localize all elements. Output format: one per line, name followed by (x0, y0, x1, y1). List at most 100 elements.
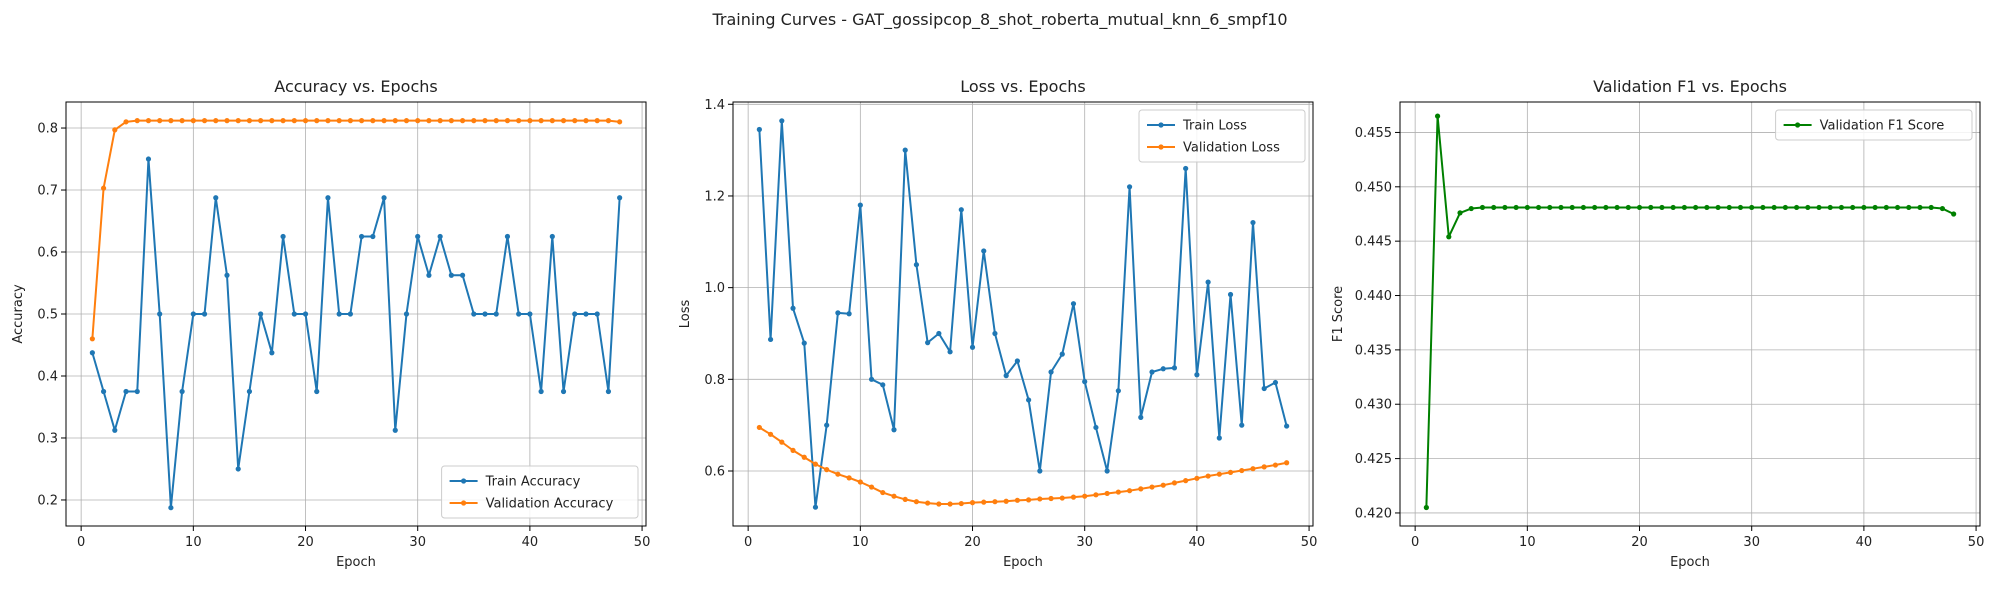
data-point (913, 499, 920, 505)
data-point (392, 427, 398, 433)
data-point (258, 118, 264, 124)
data-point (1648, 204, 1654, 211)
y-tick-label: 0.6 (704, 464, 725, 479)
chart-title: Accuracy vs. Epochs (274, 77, 437, 96)
data-point (1693, 204, 1699, 211)
data-point (280, 233, 286, 240)
x-tick-label: 20 (964, 535, 981, 550)
data-point (1048, 369, 1054, 375)
data-point (134, 388, 140, 395)
data-point (1760, 204, 1766, 211)
data-point (1894, 204, 1901, 211)
data-point (1250, 219, 1256, 226)
data-point (767, 336, 774, 343)
data-point (1227, 291, 1234, 298)
plot-frame (1399, 101, 1981, 527)
data-point (1048, 495, 1054, 502)
data-point (981, 248, 987, 254)
data-point (560, 118, 567, 124)
data-point (913, 262, 920, 268)
data-point (1614, 204, 1620, 211)
data-point (302, 118, 309, 124)
data-point (1014, 497, 1020, 503)
data-point (1883, 204, 1889, 211)
data-point (1205, 473, 1211, 479)
data-point (1749, 204, 1755, 211)
data-point (291, 118, 297, 124)
data-point (1261, 464, 1267, 470)
data-point (1284, 423, 1290, 429)
data-point (1928, 204, 1934, 211)
data-point (1250, 466, 1256, 472)
x-tick-label: 40 (1856, 535, 1873, 550)
data-point (835, 310, 841, 316)
data-point (812, 504, 819, 510)
data-point (992, 499, 998, 505)
data-point (1070, 494, 1077, 500)
data-point (1547, 204, 1553, 211)
x-tick-label: 0 (744, 535, 752, 550)
data-point (201, 311, 208, 317)
data-point (1704, 204, 1710, 211)
data-point (1838, 204, 1845, 211)
data-point (925, 500, 931, 506)
data-point (1171, 365, 1178, 371)
data-point (1126, 184, 1133, 190)
data-point (594, 311, 600, 317)
data-point (1003, 373, 1009, 379)
data-point (1951, 211, 1957, 217)
data-point (190, 311, 196, 317)
x-tick-label: 30 (1743, 535, 1760, 550)
data-point (224, 118, 230, 124)
data-point (426, 272, 432, 278)
data-point (756, 126, 762, 133)
legend-label: Validation Loss (1183, 141, 1280, 156)
data-point (123, 119, 129, 125)
data-point (947, 501, 953, 507)
data-point (1194, 475, 1200, 481)
data-point (448, 118, 454, 124)
data-point (1126, 488, 1133, 494)
series-line-1 (91, 158, 621, 509)
data-point (403, 118, 410, 124)
data-point (572, 311, 578, 317)
x-tick-label: 10 (1519, 535, 1536, 550)
chart-title: Loss vs. Epochs (960, 77, 1085, 96)
data-point (471, 118, 477, 124)
data-point (1805, 204, 1811, 211)
data-point (880, 489, 886, 496)
data-point (1115, 388, 1121, 394)
data-point (1194, 372, 1200, 378)
data-point (1183, 478, 1189, 484)
y-axis-label: Loss (678, 300, 693, 329)
y-tick-label: 1.4 (704, 98, 725, 113)
data-point (157, 311, 163, 317)
legend: Train Accuracy Validation Accuracy (441, 465, 639, 519)
data-point (1272, 462, 1279, 468)
data-point (1082, 379, 1088, 385)
data-point (572, 118, 578, 124)
y-tick-label: 0.440 (1355, 289, 1392, 304)
data-point (1681, 204, 1687, 211)
data-point (1670, 204, 1676, 211)
data-point (1261, 385, 1267, 392)
data-point (516, 311, 522, 317)
data-point (1446, 234, 1452, 240)
y-tick-label: 0.3 (37, 431, 58, 446)
data-point (89, 336, 95, 342)
data-point (1535, 204, 1542, 211)
data-point (1239, 422, 1245, 428)
data-point (1715, 204, 1721, 211)
data-point (213, 195, 219, 201)
data-point (1216, 435, 1222, 441)
data-point (1239, 467, 1245, 474)
data-point (857, 479, 863, 485)
chart-title: Validation F1 vs. Epochs (1593, 77, 1787, 96)
data-point (347, 311, 353, 317)
data-point (302, 311, 309, 317)
data-point (958, 207, 964, 213)
data-point (325, 195, 331, 201)
data-point (1850, 204, 1856, 211)
data-point (1026, 397, 1032, 403)
